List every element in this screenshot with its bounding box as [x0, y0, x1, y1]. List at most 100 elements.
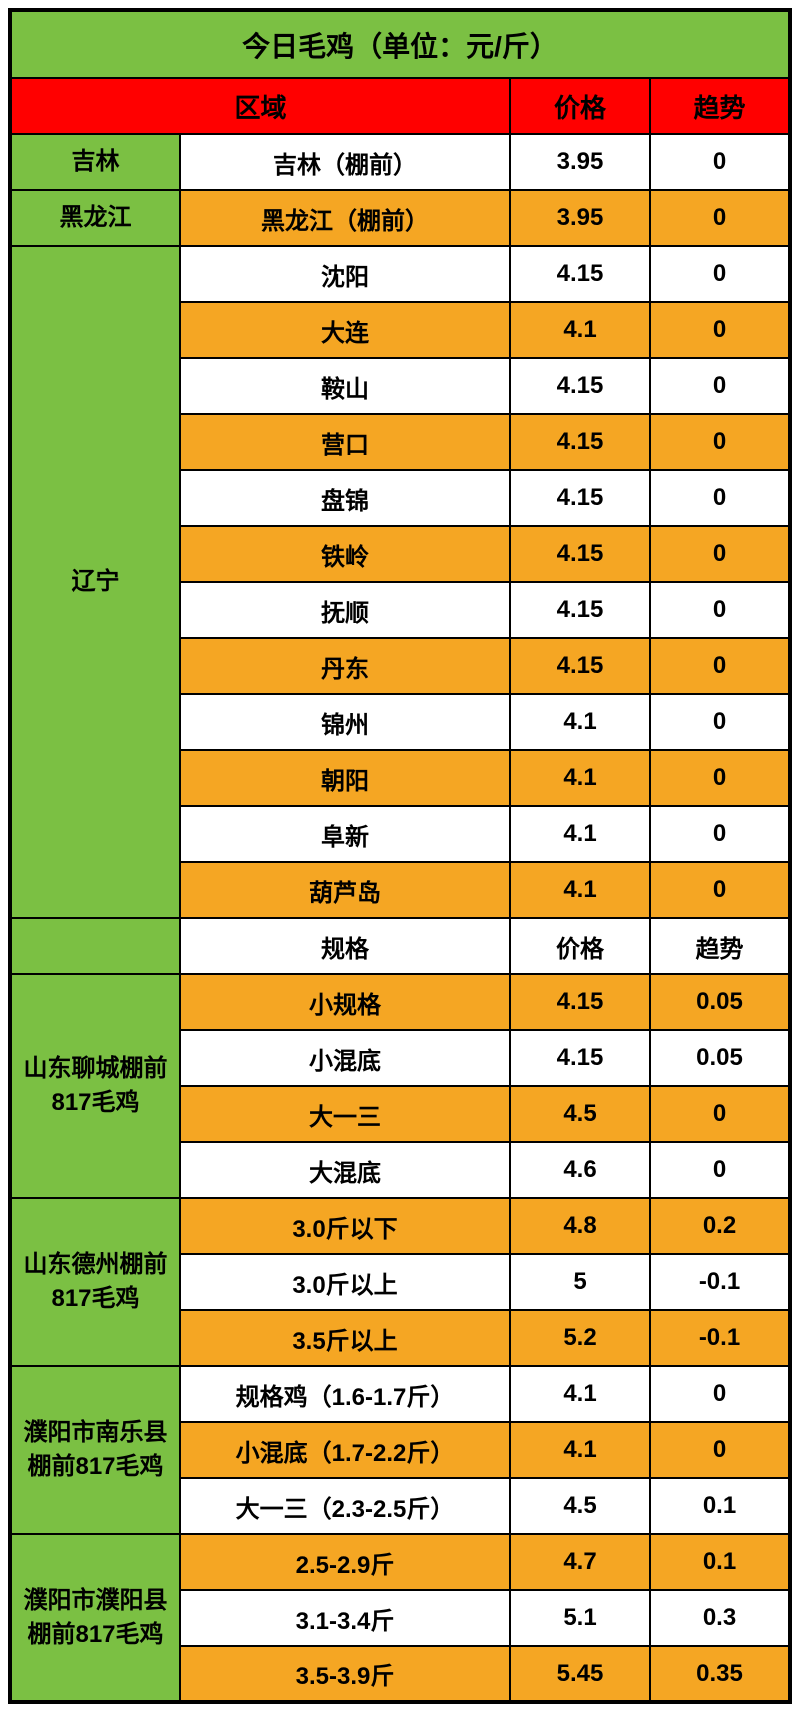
spec-cell: 大连	[180, 302, 510, 358]
price-table: 今日毛鸡（单位：元/斤）区域价格趋势吉林吉林（棚前）3.950黑龙江黑龙江（棚前…	[8, 8, 792, 1704]
price-cell: 4.7	[510, 1534, 650, 1590]
trend-cell: 0	[650, 1366, 790, 1422]
trend-cell: 0	[650, 1422, 790, 1478]
region-cell: 吉林	[10, 134, 180, 190]
spec-cell: 大一三（2.3-2.5斤）	[180, 1478, 510, 1534]
spec-cell: 黑龙江（棚前）	[180, 190, 510, 246]
trend-cell: 0	[650, 358, 790, 414]
price-cell: 4.1	[510, 302, 650, 358]
price-cell: 4.1	[510, 1422, 650, 1478]
table-row: 山东聊城棚前817毛鸡小规格4.150.05	[10, 974, 790, 1030]
trend-cell: 0.1	[650, 1478, 790, 1534]
trend-cell: 0	[650, 302, 790, 358]
price-cell: 4.15	[510, 638, 650, 694]
trend-cell: 0	[650, 638, 790, 694]
price-cell: 4.15	[510, 526, 650, 582]
header-price: 价格	[510, 78, 650, 134]
price-cell: 3.95	[510, 134, 650, 190]
trend-cell: 0	[650, 190, 790, 246]
trend-cell: 0	[650, 470, 790, 526]
price-cell: 4.1	[510, 750, 650, 806]
price-cell: 4.1	[510, 806, 650, 862]
trend-cell: 0	[650, 1142, 790, 1198]
price-cell: 5.2	[510, 1310, 650, 1366]
trend-cell: 0	[650, 806, 790, 862]
trend-cell: 0.05	[650, 1030, 790, 1086]
spec-cell: 锦州	[180, 694, 510, 750]
spec-cell: 3.0斤以上	[180, 1254, 510, 1310]
price-cell: 4.5	[510, 1086, 650, 1142]
table-title: 今日毛鸡（单位：元/斤）	[10, 10, 790, 78]
trend-cell: 0	[650, 750, 790, 806]
spec-cell: 小规格	[180, 974, 510, 1030]
spec-cell: 3.1-3.4斤	[180, 1590, 510, 1646]
spec-cell: 朝阳	[180, 750, 510, 806]
price-cell: 5.1	[510, 1590, 650, 1646]
region-cell: 濮阳市濮阳县棚前817毛鸡	[10, 1534, 180, 1702]
price-cell: 4.6	[510, 1142, 650, 1198]
table-row: 辽宁沈阳4.150	[10, 246, 790, 302]
spec-cell: 丹东	[180, 638, 510, 694]
spec-cell: 铁岭	[180, 526, 510, 582]
trend-cell: 0	[650, 134, 790, 190]
region-cell: 山东聊城棚前817毛鸡	[10, 974, 180, 1198]
region-cell: 辽宁	[10, 246, 180, 918]
price-cell: 4.5	[510, 1478, 650, 1534]
table-row: 濮阳市南乐县棚前817毛鸡规格鸡（1.6-1.7斤）4.10	[10, 1366, 790, 1422]
trend-cell: 0.05	[650, 974, 790, 1030]
trend-cell: -0.1	[650, 1254, 790, 1310]
price-cell: 4.15	[510, 582, 650, 638]
header-trend: 趋势	[650, 78, 790, 134]
subheader-price: 价格	[510, 918, 650, 974]
price-cell: 4.15	[510, 414, 650, 470]
spec-cell: 3.5斤以上	[180, 1310, 510, 1366]
subheader-spec: 规格	[180, 918, 510, 974]
spec-cell: 吉林（棚前）	[180, 134, 510, 190]
region-cell: 山东德州棚前817毛鸡	[10, 1198, 180, 1366]
header-region: 区域	[10, 78, 510, 134]
spec-cell: 大一三	[180, 1086, 510, 1142]
subheader-trend: 趋势	[650, 918, 790, 974]
trend-cell: 0.35	[650, 1646, 790, 1702]
price-cell: 3.95	[510, 190, 650, 246]
spec-cell: 沈阳	[180, 246, 510, 302]
spec-cell: 鞍山	[180, 358, 510, 414]
region-cell: 黑龙江	[10, 190, 180, 246]
price-cell: 4.1	[510, 694, 650, 750]
price-cell: 4.15	[510, 358, 650, 414]
spec-cell: 2.5-2.9斤	[180, 1534, 510, 1590]
price-cell: 4.15	[510, 974, 650, 1030]
price-cell: 4.15	[510, 246, 650, 302]
trend-cell: 0.2	[650, 1198, 790, 1254]
region-cell: 濮阳市南乐县棚前817毛鸡	[10, 1366, 180, 1534]
spec-cell: 小混底（1.7-2.2斤）	[180, 1422, 510, 1478]
trend-cell: 0.3	[650, 1590, 790, 1646]
spec-cell: 规格鸡（1.6-1.7斤）	[180, 1366, 510, 1422]
price-cell: 4.1	[510, 1366, 650, 1422]
price-cell: 4.15	[510, 1030, 650, 1086]
spec-cell: 大混底	[180, 1142, 510, 1198]
trend-cell: -0.1	[650, 1310, 790, 1366]
spec-cell: 葫芦岛	[180, 862, 510, 918]
trend-cell: 0	[650, 246, 790, 302]
price-cell: 5.45	[510, 1646, 650, 1702]
price-cell: 4.1	[510, 862, 650, 918]
table-row: 黑龙江黑龙江（棚前）3.950	[10, 190, 790, 246]
spec-cell: 小混底	[180, 1030, 510, 1086]
table-row: 濮阳市濮阳县棚前817毛鸡2.5-2.9斤4.70.1	[10, 1534, 790, 1590]
trend-cell: 0.1	[650, 1534, 790, 1590]
spec-cell: 营口	[180, 414, 510, 470]
trend-cell: 0	[650, 862, 790, 918]
subheader-region	[10, 918, 180, 974]
table-row: 吉林吉林（棚前）3.950	[10, 134, 790, 190]
table-row: 山东德州棚前817毛鸡3.0斤以下4.80.2	[10, 1198, 790, 1254]
spec-cell: 阜新	[180, 806, 510, 862]
trend-cell: 0	[650, 526, 790, 582]
price-cell: 4.8	[510, 1198, 650, 1254]
spec-cell: 抚顺	[180, 582, 510, 638]
price-cell: 4.15	[510, 470, 650, 526]
subheader-row: 规格价格趋势	[10, 918, 790, 974]
spec-cell: 3.0斤以下	[180, 1198, 510, 1254]
trend-cell: 0	[650, 582, 790, 638]
spec-cell: 盘锦	[180, 470, 510, 526]
